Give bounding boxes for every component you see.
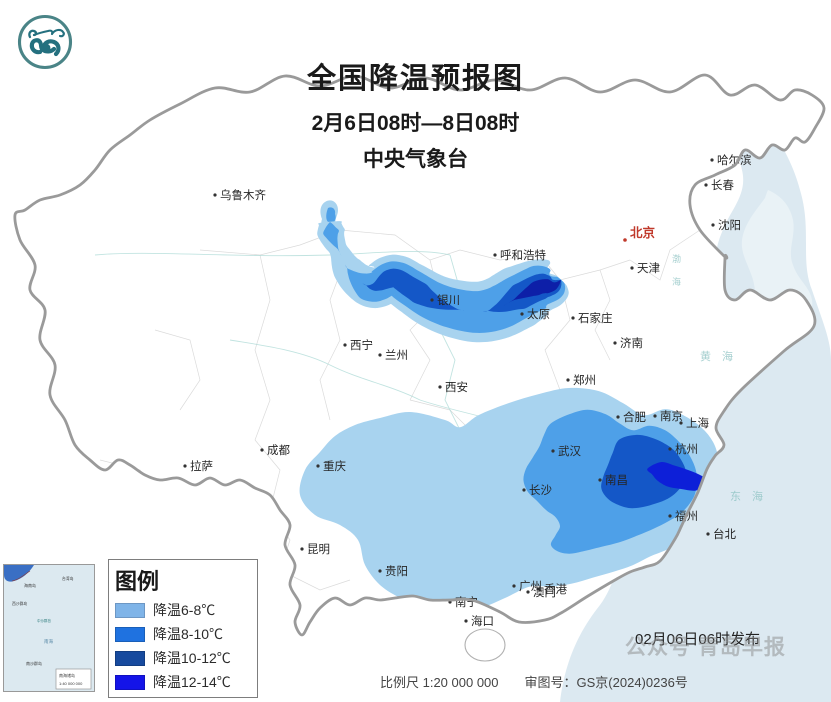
svg-text:沈阳: 沈阳 bbox=[718, 218, 741, 232]
svg-text:济南: 济南 bbox=[620, 336, 643, 350]
svg-text:东 海: 东 海 bbox=[730, 489, 763, 503]
svg-text:台湾岛: 台湾岛 bbox=[62, 576, 74, 581]
svg-text:重庆: 重庆 bbox=[323, 459, 346, 473]
svg-text:西宁: 西宁 bbox=[350, 338, 373, 352]
svg-text:拉萨: 拉萨 bbox=[190, 459, 213, 473]
svg-text:上海: 上海 bbox=[686, 416, 709, 430]
svg-text:郑州: 郑州 bbox=[573, 373, 596, 387]
svg-text:贵阳: 贵阳 bbox=[385, 565, 408, 578]
svg-text:长春: 长春 bbox=[711, 179, 734, 192]
svg-text:兰州: 兰州 bbox=[385, 349, 408, 362]
svg-text:黄 海: 黄 海 bbox=[700, 349, 733, 363]
svg-text:太原: 太原 bbox=[527, 308, 550, 321]
svg-text:海: 海 bbox=[672, 276, 681, 287]
svg-text:西安: 西安 bbox=[445, 380, 468, 394]
svg-text:南沙群岛: 南沙群岛 bbox=[26, 660, 42, 666]
svg-text:呼和浩特: 呼和浩特 bbox=[500, 248, 546, 262]
svg-text:南海诸岛: 南海诸岛 bbox=[59, 672, 75, 678]
svg-text:西沙群岛: 西沙群岛 bbox=[12, 601, 27, 606]
svg-text:银川: 银川 bbox=[437, 293, 460, 307]
svg-text:昆明: 昆明 bbox=[307, 543, 330, 556]
svg-text:渤: 渤 bbox=[672, 253, 681, 264]
svg-text:台北: 台北 bbox=[713, 527, 736, 541]
svg-text:石家庄: 石家庄 bbox=[578, 311, 613, 325]
svg-text:武汉: 武汉 bbox=[558, 445, 581, 458]
svg-text:成都: 成都 bbox=[267, 444, 290, 457]
svg-text:长沙: 长沙 bbox=[529, 484, 552, 497]
svg-text:合肥: 合肥 bbox=[623, 410, 646, 424]
svg-text:南昌: 南昌 bbox=[605, 473, 628, 487]
svg-text:中沙群岛: 中沙群岛 bbox=[37, 618, 51, 623]
svg-text:乌鲁木齐: 乌鲁木齐 bbox=[220, 188, 266, 202]
svg-text:天津: 天津 bbox=[637, 262, 660, 275]
svg-text:1:40 000 000: 1:40 000 000 bbox=[59, 681, 83, 686]
svg-text:南京: 南京 bbox=[660, 409, 683, 423]
svg-text:南海: 南海 bbox=[44, 638, 53, 645]
svg-text:海口: 海口 bbox=[471, 614, 494, 628]
svg-text:海南岛: 海南岛 bbox=[24, 582, 36, 588]
svg-text:杭州: 杭州 bbox=[675, 442, 698, 456]
svg-text:北京: 北京 bbox=[630, 225, 656, 240]
svg-text:澳门: 澳门 bbox=[533, 585, 556, 599]
